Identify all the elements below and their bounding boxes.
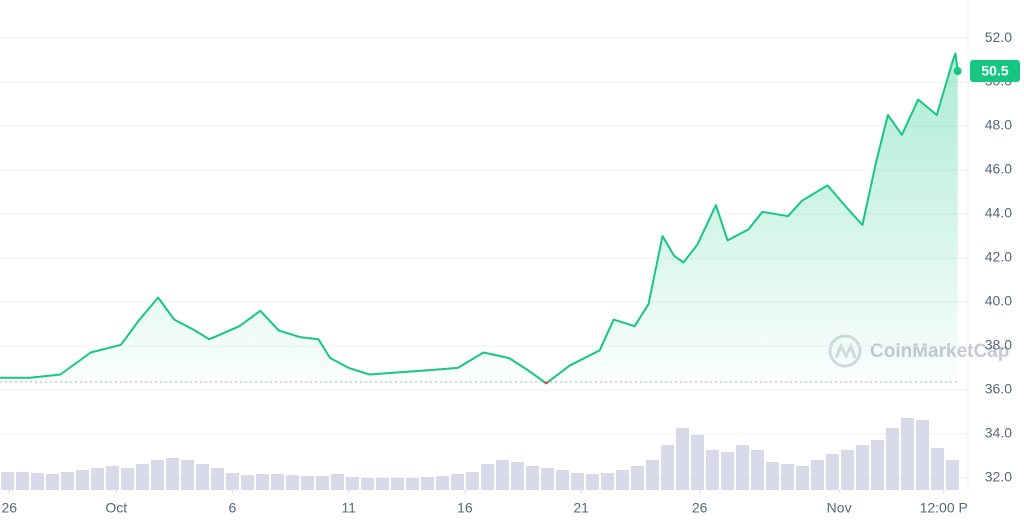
y-tick-label: 40.0: [985, 293, 1012, 309]
last-point: [953, 67, 962, 76]
x-tick-label: Nov: [827, 500, 852, 516]
volume-bar: [856, 445, 869, 490]
x-tick-label: 26: [692, 500, 708, 516]
volume-bar: [436, 476, 449, 490]
volume-bar: [286, 475, 299, 490]
volume-bar: [541, 468, 554, 490]
volume-bar: [151, 460, 164, 490]
volume-bar: [271, 474, 284, 490]
volume-bar: [826, 454, 839, 490]
volume-bar: [706, 450, 719, 490]
x-tick-label: 21: [573, 500, 589, 516]
y-tick-label: 32.0: [985, 469, 1012, 485]
volume-bar: [616, 470, 629, 490]
volume-bar: [406, 478, 419, 490]
x-tick-label: 26: [2, 500, 18, 516]
volume-bar: [601, 473, 614, 490]
x-tick-label: 11: [341, 500, 356, 516]
volume-bar: [181, 460, 194, 490]
volume-bar: [331, 474, 344, 490]
volume-bar: [241, 475, 254, 490]
volume-bar: [1, 472, 14, 490]
volume-bar: [676, 428, 689, 490]
volume-bar: [16, 472, 29, 490]
volume-bar: [361, 478, 374, 490]
volume-bar: [631, 466, 644, 490]
volume-bar: [586, 474, 599, 490]
volume-bar: [466, 472, 479, 490]
price-area: [0, 53, 958, 384]
volume-bar: [751, 450, 764, 490]
y-tick-label: 52.0: [985, 29, 1012, 45]
volume-bar: [646, 460, 659, 490]
volume-bar: [796, 466, 809, 490]
y-tick-label: 36.0: [985, 381, 1012, 397]
volume-bar: [691, 435, 704, 490]
volume-bar: [421, 477, 434, 490]
volume-bar: [481, 464, 494, 490]
x-tick-label: 16: [457, 500, 473, 516]
volume-bar: [841, 450, 854, 490]
volume-bar: [451, 474, 464, 490]
volume-bar: [526, 466, 539, 490]
y-tick-label: 48.0: [985, 117, 1012, 133]
y-tick-label: 42.0: [985, 249, 1012, 265]
volume-bar: [226, 473, 239, 490]
volume-bar: [886, 428, 899, 490]
volume-bar: [346, 477, 359, 490]
volume-bar: [901, 418, 914, 490]
y-tick-label: 34.0: [985, 425, 1012, 441]
y-tick-label: 38.0: [985, 337, 1012, 353]
volume-bar: [391, 478, 404, 490]
volume-bar: [166, 458, 179, 490]
volume-bar: [301, 476, 314, 490]
volume-bar: [91, 468, 104, 490]
y-tick-label: 46.0: [985, 161, 1012, 177]
volume-bar: [571, 473, 584, 490]
x-tick-label: 12:00 P: [920, 500, 968, 516]
volume-bar: [76, 470, 89, 490]
volume-bar: [121, 468, 134, 490]
volume-bar: [106, 466, 119, 490]
volume-bar: [916, 420, 929, 490]
volume-bar: [196, 464, 209, 490]
volume-bar: [46, 474, 59, 490]
volume-bar: [556, 470, 569, 490]
volume-bar: [811, 460, 824, 490]
volume-bar: [61, 472, 74, 490]
volume-bar: [211, 468, 224, 490]
price-line: [0, 52, 959, 385]
volume-bar: [946, 460, 959, 490]
volume-bar: [781, 464, 794, 490]
volume-bar: [376, 478, 389, 490]
volume-bar: [736, 445, 749, 490]
x-tick-label: 6: [229, 500, 237, 516]
volume-bar: [511, 462, 524, 490]
volume-bar: [316, 476, 329, 490]
volume-bar: [766, 462, 779, 490]
volume-bar: [496, 460, 509, 490]
volume-bar: [31, 473, 44, 490]
last-value-box: [970, 60, 1020, 83]
x-tick-label: Oct: [105, 500, 127, 516]
volume-bar: [871, 440, 884, 490]
last-value-label: 50.5: [981, 63, 1008, 79]
y-tick-label: 44.0: [985, 205, 1012, 221]
volume-bar: [256, 474, 269, 490]
volume-bar: [721, 452, 734, 490]
volume-bar: [661, 445, 674, 490]
volume-bar: [931, 448, 944, 490]
volume-bar: [136, 464, 149, 490]
